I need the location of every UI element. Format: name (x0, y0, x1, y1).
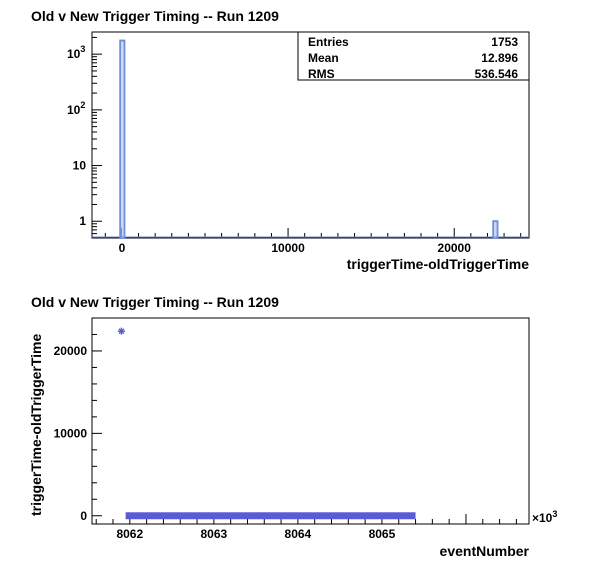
stat-entries-label: Entries (308, 35, 349, 49)
stat-entries-value: 1753 (491, 35, 518, 49)
y-tick-label: 102 (67, 100, 85, 117)
x-tick-label: 20000 (438, 241, 472, 255)
y-tick-exp: 2 (80, 100, 85, 110)
x-axis-multiplier-exp: 3 (552, 509, 557, 519)
x-axis-label: triggerTime-oldTriggerTime (347, 256, 530, 272)
y-tick-base: 10 (67, 47, 81, 61)
histogram-bars (92, 39, 529, 240)
y-tick-label: 1 (79, 214, 86, 228)
x-axis-label: eventNumber (440, 543, 530, 559)
scatter-point (117, 327, 125, 335)
y-tick-exp: 3 (80, 44, 85, 54)
stat-mean-label: Mean (308, 51, 339, 65)
y-axis-label: triggerTime-oldTriggerTime (28, 333, 44, 516)
scatter-point-band (125, 512, 416, 520)
x-axis: 8062 8063 8064 8065 (95, 514, 517, 541)
histogram-bar-fill (494, 222, 496, 238)
x-tick-label: 0 (119, 241, 126, 255)
y-tick-label: 0 (80, 509, 87, 523)
x-axis-multiplier-base: ×10 (532, 511, 553, 525)
y-tick-label: 10 (73, 159, 87, 173)
x-tick-label: 8064 (285, 527, 312, 541)
x-tick-label: 10000 (271, 241, 305, 255)
x-tick-label: 8063 (201, 527, 228, 541)
y-tick-label: 20000 (54, 344, 88, 358)
histogram-bar-fill (121, 41, 123, 239)
plot-frame (91, 317, 530, 525)
y-axis: 0 10000 20000 (54, 317, 102, 523)
chart-title: Old v New Trigger Timing -- Run 1209 (31, 8, 279, 24)
stats-box: Entries 1753 Mean 12.896 RMS 536.546 (297, 31, 530, 81)
y-tick-label: 10000 (54, 426, 88, 440)
stat-rms-label: RMS (308, 67, 335, 81)
scatter-points (117, 327, 416, 520)
stat-mean-value: 12.896 (481, 51, 518, 65)
stat-rms-value: 536.546 (475, 67, 519, 81)
chart-title: Old v New Trigger Timing -- Run 1209 (31, 294, 279, 310)
x-axis: 0 10000 20000 (104, 228, 522, 255)
x-axis-multiplier: ×103 (532, 509, 557, 525)
x-tick-label: 8065 (369, 527, 396, 541)
histogram-panel: Old v New Trigger Timing -- Run 1209 103… (31, 8, 530, 272)
x-tick-label: 8062 (116, 527, 143, 541)
y-tick-label: 103 (67, 44, 85, 61)
y-tick-base: 10 (67, 103, 81, 117)
stats-box-frame (297, 31, 530, 81)
scatter-panel: Old v New Trigger Timing -- Run 1209 0 10… (28, 294, 557, 559)
